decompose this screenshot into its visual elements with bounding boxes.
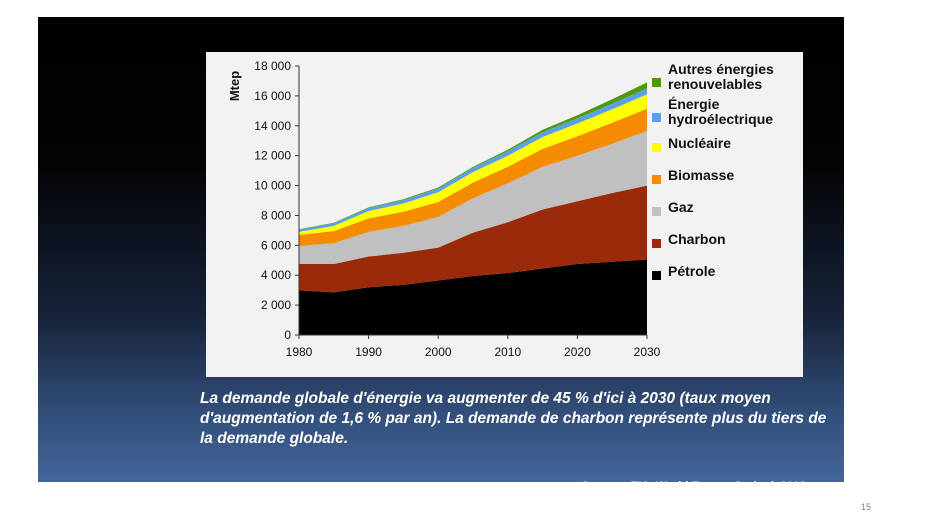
x-tick-label: 1990	[355, 345, 382, 359]
legend-marker	[652, 78, 661, 87]
legend-label: Nucléaire	[668, 135, 731, 151]
legend-label: Pétrole	[668, 263, 716, 279]
y-tick-label: 14 000	[254, 119, 291, 133]
slide-background: 0 2 000 4 000 6 000 8 000 10 000 12 000 14 000 1…	[38, 17, 844, 493]
legend-marker	[652, 271, 661, 280]
legend-label: Gaz	[668, 199, 694, 215]
x-tick-label: 2030	[634, 345, 661, 359]
x-tick-label: 2000	[425, 345, 452, 359]
x-tick-label: 2020	[564, 345, 591, 359]
y-tick-label: 16 000	[254, 89, 291, 103]
legend-marker	[652, 207, 661, 216]
y-tick-label: 6 000	[261, 238, 291, 252]
y-tick-label: 12 000	[254, 149, 291, 163]
area-charbon	[299, 185, 647, 293]
chart-panel: 0 2 000 4 000 6 000 8 000 10 000 12 000 14 000 1…	[206, 52, 803, 377]
legend-label: renouvelables	[668, 76, 762, 92]
y-tick-label: 0	[284, 328, 291, 342]
legend-label: Énergie	[668, 96, 720, 112]
y-tick-label: 4 000	[261, 268, 291, 282]
legend-marker	[652, 113, 661, 122]
legend-label: Charbon	[668, 231, 726, 247]
y-axis-label: Mtep	[227, 71, 242, 101]
slide-caption: La demande globale d'énergie va augmente…	[200, 390, 827, 447]
y-tick-label: 2 000	[261, 298, 291, 312]
area-biomasse	[299, 108, 647, 247]
y-tick-label: 18 000	[254, 59, 291, 73]
legend-marker	[652, 175, 661, 184]
x-tick-label: 2010	[494, 345, 521, 359]
area-p-trole	[299, 259, 647, 335]
legend-marker	[652, 239, 661, 248]
page-number: 15	[861, 502, 872, 512]
legend-marker	[652, 143, 661, 152]
legend-label: Biomasse	[668, 167, 734, 183]
y-tick-label: 8 000	[261, 208, 291, 222]
area-gaz	[299, 131, 647, 264]
stacked-area-chart: 0 2 000 4 000 6 000 8 000 10 000 12 000 14 000 1…	[227, 59, 774, 359]
x-tick-label: 1980	[286, 345, 313, 359]
y-tick-label: 10 000	[254, 179, 291, 193]
source-note: Source : EIA, World Energy Outlook 2008	[581, 481, 806, 493]
legend-label: hydroélectrique	[668, 111, 773, 127]
legend-label: Autres énergies	[668, 61, 774, 77]
